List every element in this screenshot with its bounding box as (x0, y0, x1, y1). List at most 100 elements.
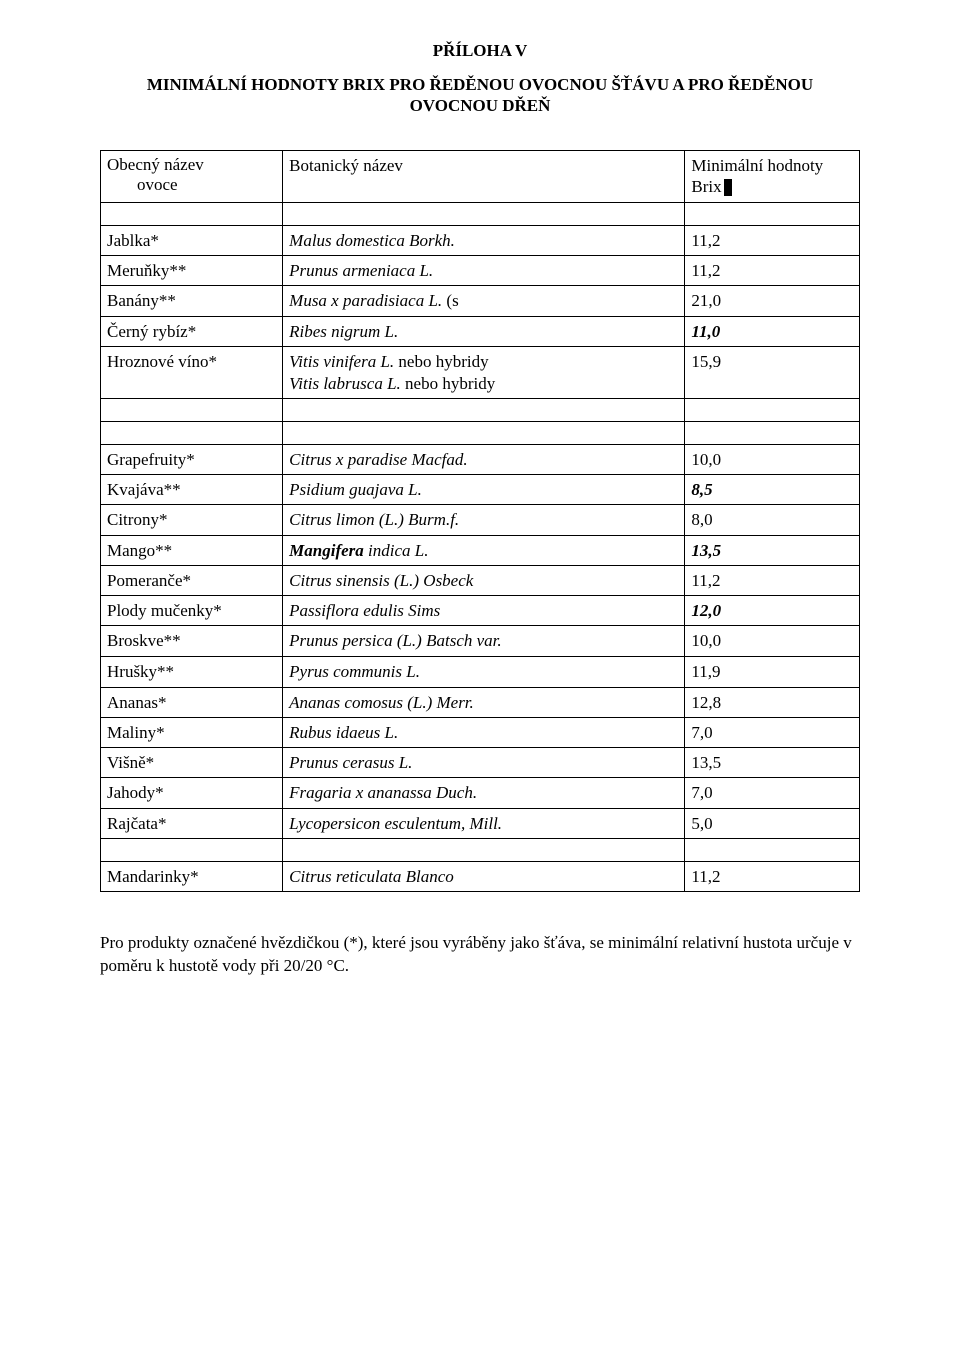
botanical-text-l2i: Vitis labrusca L. (289, 374, 401, 393)
botanical-text-plain: (s (446, 291, 458, 310)
cell-botanical: Rubus idaeus L. (283, 717, 685, 747)
cell-brix: 11,2 (685, 565, 860, 595)
table-row: Banány** Musa x paradisiaca L. (s výjimk… (101, 286, 860, 317)
table-row: Hrušky** Pyrus communis L. 11,9 (101, 657, 860, 687)
cell-name: Banány** (101, 286, 283, 317)
footer-paragraph: Pro produkty označené hvězdičkou (*), kt… (100, 932, 860, 978)
cell-botanical: Ribes nigrum L. (283, 317, 685, 347)
header-col2-text: Botanický název (289, 156, 403, 175)
botanical-text: Rubus idaeus L. (289, 723, 398, 742)
blank-cell (101, 421, 283, 444)
cell-botanical: Pyrus communis L. (283, 657, 685, 687)
cell-brix: 7,0 (685, 717, 860, 747)
blank-row (101, 202, 860, 225)
botanical-text: Citrus x paradise Macfad. (289, 450, 468, 469)
table-row: Broskve** Prunus persica (L.) Batsch var… (101, 626, 860, 657)
blank-row (101, 838, 860, 861)
cell-botanical: Psidium guajava L. (283, 475, 685, 505)
cell-botanical: Prunus persica (L.) Batsch var. persica (283, 626, 685, 657)
cell-name: Kvajáva** (101, 475, 283, 505)
blank-cell (685, 398, 860, 421)
botanical-text: Psidium guajava L. (289, 480, 422, 499)
table-row: Hroznové víno* Vitis vinifera L. nebo hy… (101, 347, 860, 399)
cell-brix: 11,9 (685, 657, 860, 687)
table-row: Mandarinky* Citrus reticulata Blanco 11,… (101, 861, 860, 891)
cell-botanical: Citrus limon (L.) Burm.f. (283, 505, 685, 535)
text-cursor-icon (724, 179, 732, 196)
cell-brix: 11,2 (685, 861, 860, 891)
table-row: Rajčata* Lycopersicon esculentum, Mill. … (101, 808, 860, 838)
cell-name: Mango** (101, 535, 283, 565)
botanical-text: Prunus armeniaca L. (289, 261, 433, 280)
header-col1-line2: ovoce (107, 175, 178, 194)
brix-value: 12,0 (691, 601, 721, 620)
blank-cell (101, 398, 283, 421)
cell-brix: 11,0 (685, 317, 860, 347)
cell-brix: 15,9 (685, 347, 860, 399)
blank-row (101, 421, 860, 444)
document-page: PŘÍLOHA V MINIMÁLNÍ HODNOTY BRIX PRO ŘED… (0, 0, 960, 1018)
botanical-text: Ribes nigrum L. (289, 322, 398, 341)
table-row: Kvajáva** Psidium guajava L. 8,5 (101, 475, 860, 505)
cell-botanical: Musa x paradisiaca L. (s výjimkou plante… (283, 286, 685, 317)
cell-name: Hroznové víno* (101, 347, 283, 399)
cell-name: Plody mučenky* (101, 596, 283, 626)
cell-botanical: Ananas comosus (L.) Merr. (283, 687, 685, 717)
botanical-text-l1p: nebo hybridy (394, 352, 488, 371)
blank-row (101, 398, 860, 421)
table-row: Černý rybíz* Ribes nigrum L. 11,0 (101, 317, 860, 347)
cell-name: Citrony* (101, 505, 283, 535)
botanical-text: Lycopersicon esculentum, Mill. (289, 814, 502, 833)
cell-brix: 13,5 (685, 748, 860, 778)
botanical-text-i: indica L. (364, 541, 429, 560)
cell-brix: 11,2 (685, 255, 860, 285)
table-row: Maliny* Rubus idaeus L. 7,0 (101, 717, 860, 747)
botanical-text: Citrus sinensis (L.) Osbeck (289, 571, 473, 590)
blank-cell (101, 202, 283, 225)
botanical-text: Ananas comosus (L.) Merr. (289, 693, 474, 712)
brix-value: 8,5 (691, 480, 712, 499)
cell-botanical: Prunus armeniaca L. (283, 255, 685, 285)
cell-name: Hrušky** (101, 657, 283, 687)
blank-cell (283, 838, 685, 861)
cell-name: Černý rybíz* (101, 317, 283, 347)
cell-name: Grapefruity* (101, 444, 283, 474)
cell-name: Jablka* (101, 225, 283, 255)
table-row: Meruňky** Prunus armeniaca L. 11,2 (101, 255, 860, 285)
cell-name: Mandarinky* (101, 861, 283, 891)
brix-value: 11,0 (691, 322, 720, 341)
botanical-text-part1: Musa x paradisiaca L. (289, 291, 446, 310)
botanical-text: Passiflora edulis Sims (289, 601, 440, 620)
botanical-text: Pyrus communis L. (289, 662, 420, 681)
botanical-text: Citrus reticulata Blanco (289, 867, 454, 886)
table-row: Plody mučenky* Passiflora edulis Sims 12… (101, 596, 860, 626)
cell-brix: 8,0 (685, 505, 860, 535)
header-col3: Minimální hodnoty Brix (685, 151, 860, 203)
cell-botanical: Prunus cerasus L. (283, 748, 685, 778)
header-col2: Botanický název (283, 151, 685, 203)
header-col3-text: Minimální hodnoty Brix (691, 156, 823, 196)
cell-botanical: Passiflora edulis Sims (283, 596, 685, 626)
cell-brix: 21,0 (685, 286, 860, 317)
cell-brix: 10,0 (685, 626, 860, 657)
table-row: Grapefruity* Citrus x paradise Macfad. 1… (101, 444, 860, 474)
title-line-1: PŘÍLOHA V (100, 41, 860, 61)
botanical-text: Citrus limon (L.) Burm.f. (289, 510, 459, 529)
cell-botanical: Citrus reticulata Blanco (283, 861, 685, 891)
header-col1: Obecný název ovoce (101, 151, 283, 203)
cell-brix: 5,0 (685, 808, 860, 838)
title-line-3: OVOCNOU DŘEŇ (100, 96, 860, 116)
cell-brix: 7,0 (685, 778, 860, 808)
cell-name: Maliny* (101, 717, 283, 747)
blank-cell (283, 421, 685, 444)
table-row: Jahody* Fragaria x ananassa Duch. 7,0 (101, 778, 860, 808)
cell-botanical: Mangifera indica L. (283, 535, 685, 565)
blank-cell (283, 202, 685, 225)
table-header-row: Obecný název ovoce Botanický název Minim… (101, 151, 860, 203)
blank-cell (685, 202, 860, 225)
botanical-text-l1i: Vitis vinifera L. (289, 352, 394, 371)
table-row: Mango** Mangifera indica L. 13,5 (101, 535, 860, 565)
cell-botanical: Fragaria x ananassa Duch. (283, 778, 685, 808)
cell-brix: 13,5 (685, 535, 860, 565)
title-block: PŘÍLOHA V MINIMÁLNÍ HODNOTY BRIX PRO ŘED… (100, 41, 860, 116)
